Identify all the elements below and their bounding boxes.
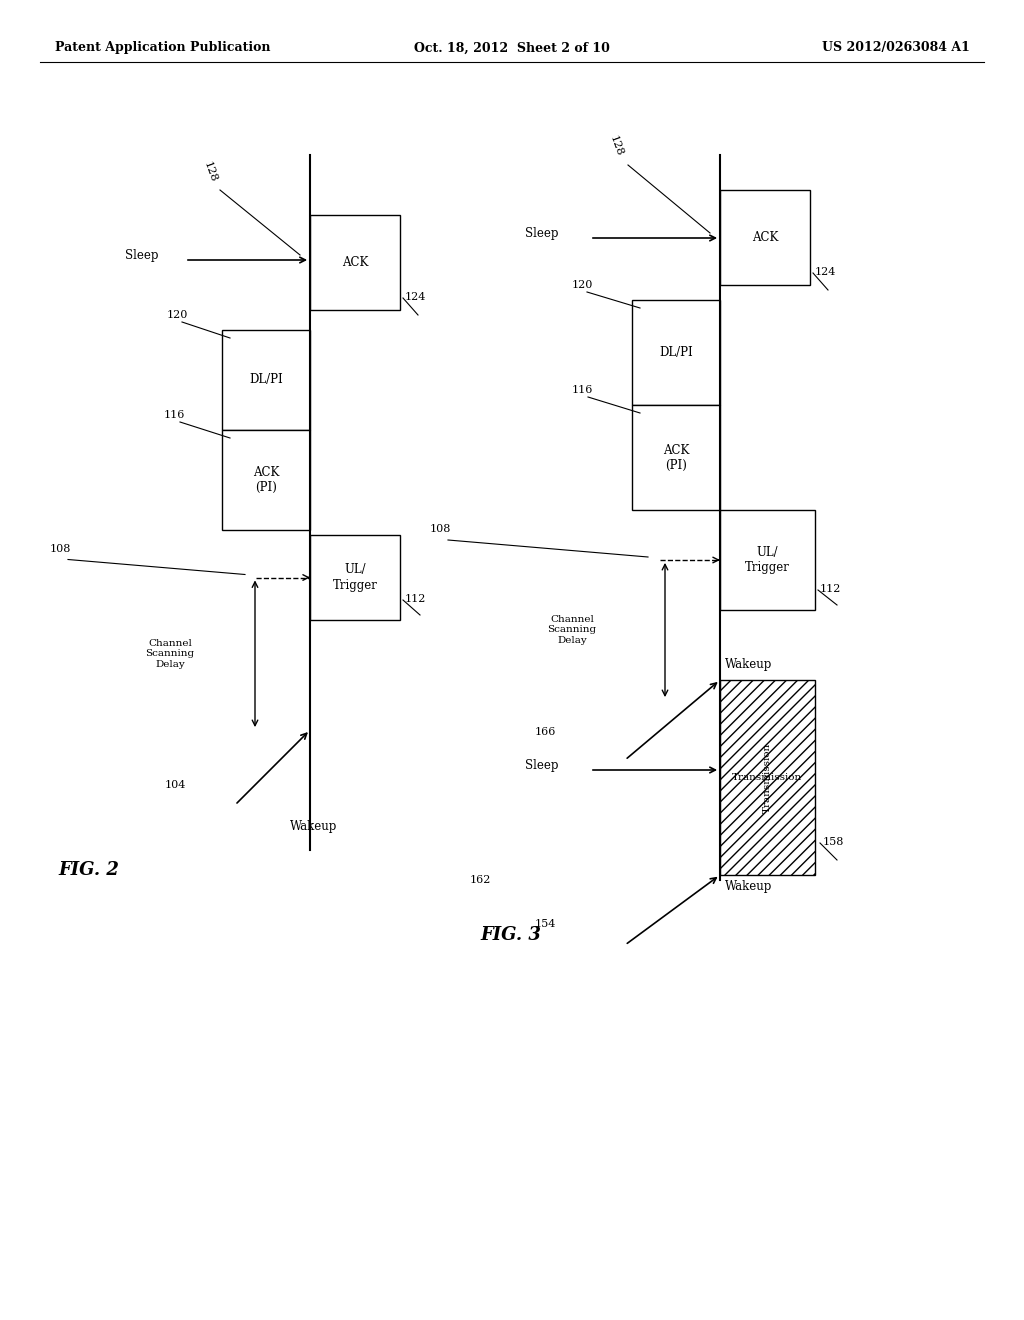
Text: ACK
(PI): ACK (PI) [253,466,280,494]
Text: DL/PI: DL/PI [659,346,693,359]
Text: Wakeup: Wakeup [725,880,772,894]
Bar [720,680,815,875]
Text: Channel
Scanning
Delay: Channel Scanning Delay [548,615,597,645]
Bar [720,510,815,610]
Bar [222,430,310,531]
Text: 120: 120 [167,310,188,319]
Text: ACK
(PI): ACK (PI) [663,444,689,471]
Text: 128: 128 [608,135,625,158]
Text: US 2012/0263084 A1: US 2012/0263084 A1 [822,41,970,54]
Bar [632,405,720,510]
Text: UL/
Trigger: UL/ Trigger [333,564,378,591]
Text: Channel
Scanning
Delay: Channel Scanning Delay [145,639,195,669]
Text: UL/
Trigger: UL/ Trigger [745,546,790,574]
Text: 108: 108 [430,524,452,535]
Bar [720,190,810,285]
Text: 116: 116 [164,411,185,420]
Bar [632,300,720,405]
Text: 112: 112 [820,583,842,594]
Text: ACK: ACK [752,231,778,244]
Bar [310,535,400,620]
Text: Oct. 18, 2012  Sheet 2 of 10: Oct. 18, 2012 Sheet 2 of 10 [414,41,610,54]
Text: Transmission: Transmission [732,774,803,781]
Text: Sleep: Sleep [525,759,558,771]
Text: 128: 128 [202,161,219,183]
Text: Wakeup: Wakeup [725,657,772,671]
Text: Sleep: Sleep [525,227,558,239]
Text: 166: 166 [535,727,556,737]
Text: DL/PI: DL/PI [249,374,283,387]
Text: 104: 104 [165,780,186,789]
Text: 158: 158 [823,837,845,847]
Text: 124: 124 [406,292,426,302]
Text: 116: 116 [572,385,593,395]
Text: Wakeup: Wakeup [290,820,337,833]
Text: Transmission: Transmission [763,742,772,813]
Text: FIG. 2: FIG. 2 [58,861,119,879]
Text: 108: 108 [50,544,72,554]
Text: 154: 154 [535,919,556,929]
Text: 162: 162 [470,875,492,884]
Text: 112: 112 [406,594,426,605]
Text: Sleep: Sleep [125,248,159,261]
Text: Patent Application Publication: Patent Application Publication [55,41,270,54]
Text: ACK: ACK [342,256,369,269]
Bar [310,215,400,310]
Text: 120: 120 [572,280,593,290]
Bar [222,330,310,430]
Text: FIG. 3: FIG. 3 [480,927,541,944]
Text: 124: 124 [815,267,837,277]
